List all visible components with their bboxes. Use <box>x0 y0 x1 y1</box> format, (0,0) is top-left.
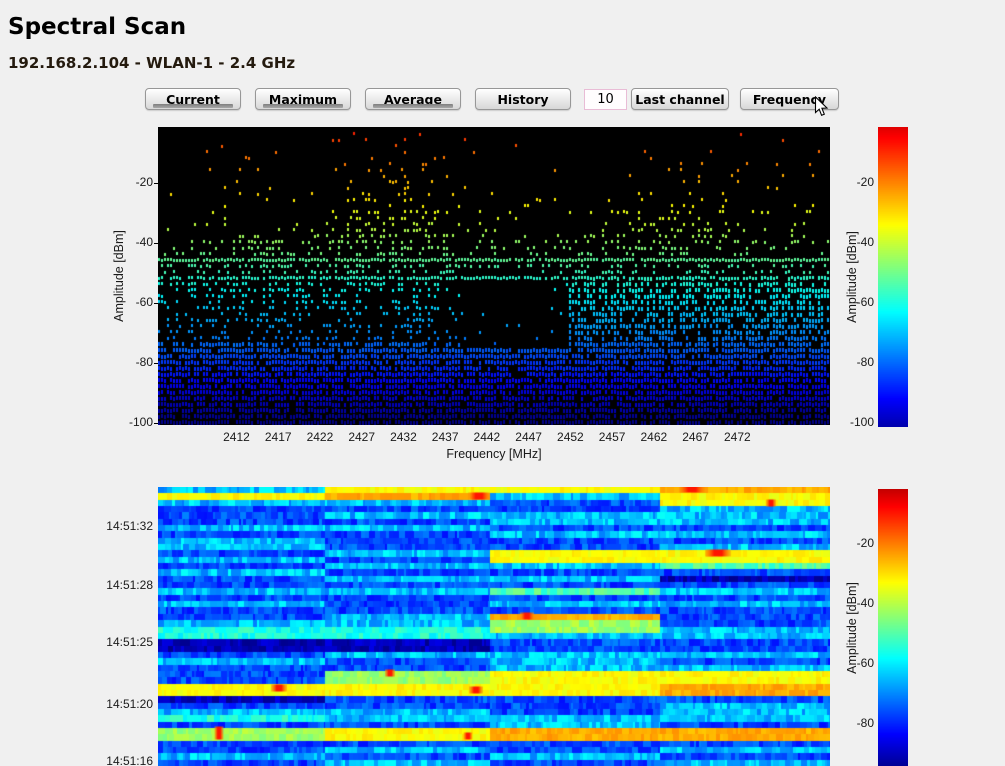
history-button[interactable]: History <box>475 88 571 110</box>
colorbar-top-tick-label: -20 <box>856 175 874 189</box>
x-tick-label: 2417 <box>264 430 292 444</box>
time-tick-label: 14:51:28 <box>106 578 153 592</box>
y-tick-label: -80 <box>135 355 153 369</box>
colorbar-top-tick-label: -80 <box>856 355 874 369</box>
amplitude-colorbar-top <box>878 127 908 427</box>
colorbar-top-tick-label: -100 <box>849 415 874 429</box>
x-tick-label: 2412 <box>223 430 250 444</box>
x-tick-label: 2432 <box>390 430 417 444</box>
colorbar-bottom-tick-label: -20 <box>856 536 874 550</box>
y-tick-label: -20 <box>135 175 153 189</box>
history-depth-input[interactable] <box>584 89 627 110</box>
spectral-scatter-plot <box>158 127 830 425</box>
y-tick-label: -60 <box>135 295 153 309</box>
x-tick-label: 2422 <box>306 430 334 444</box>
current-button[interactable]: Current <box>145 88 241 110</box>
x-tick-label: 2452 <box>557 430 584 444</box>
y-tick-mark <box>154 183 158 184</box>
colorbar-top-tick-label: -60 <box>856 295 874 309</box>
time-tick-label: 14:51:16 <box>106 754 153 766</box>
x-tick-label: 2427 <box>348 430 376 444</box>
y-tick-label: -100 <box>128 415 153 429</box>
colorbar-bottom-tick-label: -40 <box>856 596 874 610</box>
y-tick-mark <box>154 423 158 424</box>
x-tick-label: 2472 <box>723 430 751 444</box>
maximum-button[interactable]: Maximum <box>255 88 351 110</box>
page-title: Spectral Scan <box>8 14 187 40</box>
time-tick-label: 14:51:25 <box>106 635 153 649</box>
y-tick-mark <box>154 303 158 304</box>
x-tick-label: 2447 <box>515 430 542 444</box>
time-tick-label: 14:51:32 <box>106 519 153 533</box>
x-tick-label: 2457 <box>598 430 626 444</box>
colorbar-top-tick-label: -40 <box>856 235 874 249</box>
frequency-button[interactable]: Frequency <box>740 88 839 110</box>
colorbar-bottom-tick-label: -60 <box>856 656 874 670</box>
x-tick-label: 2437 <box>431 430 459 444</box>
average-button[interactable]: Average <box>365 88 461 110</box>
y-tick-mark <box>154 363 158 364</box>
x-tick-label: 2442 <box>473 430 501 444</box>
amplitude-colorbar-bottom <box>878 489 908 766</box>
history-heatmap <box>158 487 830 766</box>
x-axis-title: Frequency [MHz] <box>446 447 542 461</box>
colorbar-bottom-tick-label: -80 <box>856 716 874 730</box>
page-subtitle: 192.168.2.104 - WLAN-1 - 2.4 GHz <box>8 54 296 72</box>
last-channel-button[interactable]: Last channel <box>631 88 729 110</box>
x-tick-label: 2462 <box>640 430 668 444</box>
y-tick-label: -40 <box>135 235 153 249</box>
y-tick-mark <box>154 243 158 244</box>
time-tick-label: 14:51:20 <box>106 697 153 711</box>
x-tick-label: 2467 <box>682 430 709 444</box>
